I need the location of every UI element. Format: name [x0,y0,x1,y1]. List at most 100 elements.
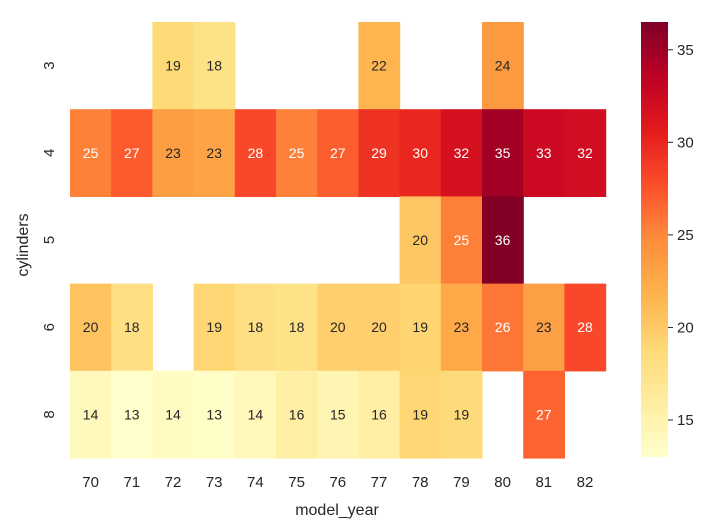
heatmap-cell [111,283,153,372]
x-tick-label: 71 [123,474,140,491]
cell-value-label: 32 [454,145,470,161]
x-tick-label: 74 [247,474,264,491]
x-tick-label: 73 [206,474,223,491]
cell-value-label: 27 [536,406,552,422]
cell-value-label: 13 [124,406,140,422]
cell-value-label: 19 [412,406,428,422]
heatmap-cells: 19 18 22 24 25 27 23 23 28 25 27 29 30 32 35 33 32 20 25 36… [70,22,607,459]
heatmap-cell [276,370,318,459]
cell-value-label: 16 [371,406,387,422]
cell-value-label: 28 [248,145,264,161]
cell-value-label: 22 [371,58,387,74]
heatmap-cell [70,283,112,372]
cell-value-label: 27 [124,145,140,161]
heatmap-cell [193,109,236,197]
x-tick-label: 77 [371,474,388,491]
x-tick-label: 80 [494,474,511,491]
y-tick-label: 4 [41,149,58,157]
heatmap-cell [152,109,195,197]
heatmap-cell [276,283,318,372]
cell-value-label: 20 [330,319,346,335]
cell-value-label: 18 [124,319,140,335]
heatmap-cell [317,109,359,197]
cell-value-label: 32 [577,145,593,161]
cell-value-label: 20 [371,319,387,335]
y-tick-label: 6 [41,323,58,331]
cell-value-label: 23 [165,145,181,161]
heatmap-cell [234,283,277,372]
heatmap-cell [152,22,195,110]
heatmap-cell [193,283,236,372]
cell-value-label: 27 [330,145,346,161]
x-axis-label: model_year [295,502,379,519]
heatmap-cell [234,109,277,197]
cell-value-label: 19 [206,319,222,335]
cell-value-label: 19 [454,406,470,422]
heatmap-cell [564,283,607,372]
heatmap-cell [317,283,359,372]
heatmap-cell [523,370,565,459]
colorbar-tick-label: 20 [677,319,694,336]
y-axis-label: cylinders [15,213,32,276]
heatmap-cell [523,283,565,372]
heatmap-cell [358,370,401,459]
x-tick-label: 76 [329,474,346,491]
cell-value-label: 35 [495,145,511,161]
heatmap-cell [152,370,195,459]
heatmap-cell [358,283,401,372]
cell-value-label: 36 [495,232,511,248]
colorbar-tick-label: 15 [677,412,694,429]
colorbar-tick-label: 25 [677,227,694,244]
y-tick-labels: 3 4 5 6 8 [41,61,58,418]
heatmap-cell [440,109,483,197]
cell-value-label: 14 [165,406,181,422]
heatmap-cell [564,109,607,197]
heatmap-cell [111,370,153,459]
heatmap-cell [399,196,442,285]
cell-value-label: 25 [83,145,99,161]
cell-value-label: 18 [248,319,264,335]
heatmap-cell [523,109,565,197]
heatmap-cell [358,22,401,110]
heatmap-cell [399,370,442,459]
heatmap-cell [482,109,524,197]
cell-value-label: 33 [536,145,552,161]
heatmap-cell [317,370,359,459]
heatmap-cell [440,370,483,459]
heatmap-cell [358,109,401,197]
cell-value-label: 16 [289,406,305,422]
cell-value-label: 19 [412,319,428,335]
cell-value-label: 30 [412,145,428,161]
cell-value-label: 20 [412,232,428,248]
cell-value-label: 13 [206,406,222,422]
cell-value-label: 29 [371,145,387,161]
x-tick-labels: 70 71 72 73 74 75 76 77 78 79 80 81 82 [82,474,593,491]
cell-value-label: 25 [454,232,470,248]
x-tick-label: 82 [577,474,594,491]
y-tick-label: 3 [41,61,58,69]
heatmap-cell [482,22,524,110]
heatmap-cell [482,283,524,372]
cell-value-label: 26 [495,319,511,335]
colorbar-ticks: 15 20 25 30 35 [668,42,694,429]
heatmap-cell [70,109,112,197]
cell-value-label: 24 [495,58,511,74]
x-tick-label: 78 [412,474,429,491]
cell-value-label: 20 [83,319,99,335]
cell-value-label: 19 [165,58,181,74]
heatmap-cell [440,283,483,372]
heatmap-cell [399,283,442,372]
cell-value-label: 28 [577,319,593,335]
cell-value-label: 25 [289,145,305,161]
heatmap-cell [399,109,442,197]
x-tick-label: 70 [82,474,99,491]
heatmap-cell [70,370,112,459]
x-tick-label: 81 [535,474,552,491]
colorbar-tick-label: 30 [677,134,694,151]
heatmap-cell [482,196,524,285]
colorbar-tick-label: 35 [677,42,694,59]
cell-value-label: 23 [206,145,222,161]
colorbar-gradient [641,22,668,457]
cell-value-label: 23 [536,319,552,335]
